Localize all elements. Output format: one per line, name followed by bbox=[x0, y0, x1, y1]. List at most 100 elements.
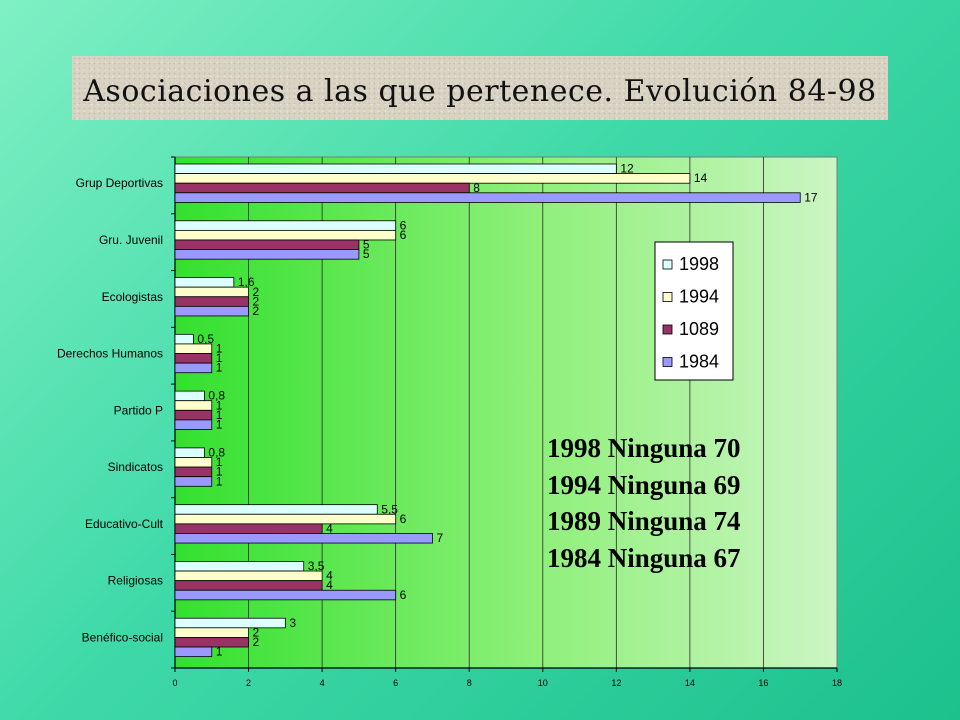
bar-1089 bbox=[174, 580, 323, 591]
note-line-1989: 1989 Ninguna 74 bbox=[547, 506, 741, 536]
bar-1984 bbox=[174, 533, 433, 544]
bar-1998 bbox=[174, 561, 305, 572]
bar-1984 bbox=[174, 192, 801, 203]
bar-1984 bbox=[174, 419, 213, 430]
legend-label: 1994 bbox=[679, 287, 719, 307]
data-label: 8 bbox=[473, 181, 480, 195]
data-label: 5 bbox=[363, 247, 370, 261]
data-label: 0,8 bbox=[208, 445, 225, 459]
data-label: 1 bbox=[216, 408, 223, 422]
data-label: 3,5 bbox=[308, 559, 325, 573]
data-label: 1 bbox=[216, 361, 223, 375]
data-label: 2 bbox=[253, 635, 260, 649]
x-tick-label: 2 bbox=[246, 678, 251, 688]
x-tick-label: 4 bbox=[320, 678, 325, 688]
category-label: Derechos Humanos bbox=[57, 347, 163, 361]
data-label: 1 bbox=[216, 398, 223, 412]
data-label: 1 bbox=[216, 465, 223, 479]
bar-1089 bbox=[174, 353, 213, 364]
data-label: 1 bbox=[216, 645, 223, 659]
category-label: Benéfico-social bbox=[82, 630, 163, 644]
data-label: 4 bbox=[326, 569, 333, 583]
x-tick-label: 6 bbox=[393, 678, 398, 688]
bar-1994 bbox=[174, 513, 397, 525]
category-label: Partido P bbox=[114, 403, 163, 417]
title-banner: Asociaciones a las que pertenece. Evoluc… bbox=[72, 56, 888, 120]
legend-swatch-1089 bbox=[662, 324, 673, 335]
data-label: 1 bbox=[216, 342, 223, 356]
bar-1089 bbox=[174, 523, 323, 534]
bar-1998 bbox=[174, 220, 397, 231]
data-label: 6 bbox=[400, 228, 407, 242]
bar-1089 bbox=[174, 239, 360, 250]
bar-1089 bbox=[174, 466, 213, 478]
bar-1089 bbox=[174, 637, 249, 648]
bar-1089 bbox=[174, 409, 213, 421]
x-tick-label: 0 bbox=[172, 678, 177, 688]
x-tick-label: 14 bbox=[685, 678, 695, 688]
data-label: 1 bbox=[216, 474, 223, 488]
data-label: 2 bbox=[253, 285, 260, 299]
bar-1994 bbox=[174, 570, 323, 582]
legend-label: 1998 bbox=[679, 254, 719, 274]
data-label: 0,5 bbox=[197, 332, 214, 346]
x-tick-label: 16 bbox=[758, 678, 768, 688]
data-label: 1,6 bbox=[238, 275, 255, 289]
bar-1998 bbox=[174, 333, 194, 345]
data-label: 5 bbox=[363, 238, 370, 252]
data-label: 2 bbox=[253, 294, 260, 308]
bar-1998 bbox=[174, 163, 617, 175]
data-label: 1 bbox=[216, 455, 223, 469]
ninguna-notes: 1998 Ninguna 70 1994 Ninguna 69 1989 Nin… bbox=[547, 430, 741, 576]
data-label: 2 bbox=[253, 625, 260, 639]
note-line-1998: 1998 Ninguna 70 bbox=[547, 433, 741, 463]
bar-1089 bbox=[174, 182, 470, 194]
bar-1998 bbox=[174, 504, 378, 515]
data-label: 12 bbox=[620, 162, 634, 176]
bar-1994 bbox=[174, 457, 213, 468]
bar-1998 bbox=[174, 617, 286, 629]
data-label: 1 bbox=[216, 351, 223, 365]
chart-title: Asociaciones a las que pertenece. Evoluc… bbox=[83, 73, 877, 109]
data-label: 4 bbox=[326, 578, 333, 592]
note-line-1994: 1994 Ninguna 69 bbox=[547, 469, 741, 500]
data-label: 14 bbox=[694, 171, 708, 185]
bar-1994 bbox=[174, 286, 249, 298]
bar-1994 bbox=[174, 173, 691, 184]
x-tick-label: 8 bbox=[467, 678, 472, 688]
data-label: 1 bbox=[216, 418, 223, 432]
data-label: 6 bbox=[400, 588, 407, 602]
data-label: 3 bbox=[289, 616, 296, 630]
bar-1994 bbox=[174, 400, 213, 411]
bar-1998 bbox=[174, 390, 205, 402]
data-label: 4 bbox=[326, 521, 333, 535]
bar-1994 bbox=[174, 627, 249, 638]
category-label: Grup Deportivas bbox=[76, 176, 163, 190]
legend-label: 1984 bbox=[679, 352, 719, 372]
bar-1998 bbox=[174, 277, 235, 288]
data-label: 7 bbox=[436, 531, 443, 545]
note-line-1984: 1984 Ninguna 67 bbox=[547, 542, 741, 573]
x-tick-label: 12 bbox=[611, 678, 621, 688]
category-label: Religiosas bbox=[108, 574, 163, 588]
data-label: 6 bbox=[400, 512, 407, 526]
category-label: Sindicatos bbox=[108, 460, 163, 474]
data-label: 6 bbox=[400, 218, 407, 232]
legend-label: 1089 bbox=[679, 319, 719, 339]
bar-1984 bbox=[174, 249, 360, 260]
bar-1984 bbox=[174, 362, 213, 374]
category-label: Gru. Juvenil bbox=[99, 233, 163, 247]
bar-1984 bbox=[174, 305, 249, 317]
category-label: Educativo-Cult bbox=[85, 517, 164, 531]
bar-1994 bbox=[174, 343, 213, 354]
bar-1984 bbox=[174, 646, 213, 658]
x-tick-label: 18 bbox=[832, 678, 842, 688]
data-label: 2 bbox=[253, 304, 260, 318]
bar-1984 bbox=[174, 476, 213, 487]
bar-1089 bbox=[174, 296, 249, 307]
legend-swatch-1994 bbox=[662, 292, 673, 302]
data-label: 0,8 bbox=[208, 389, 225, 403]
data-label: 17 bbox=[804, 190, 818, 204]
legend-swatch-1998 bbox=[662, 259, 673, 270]
